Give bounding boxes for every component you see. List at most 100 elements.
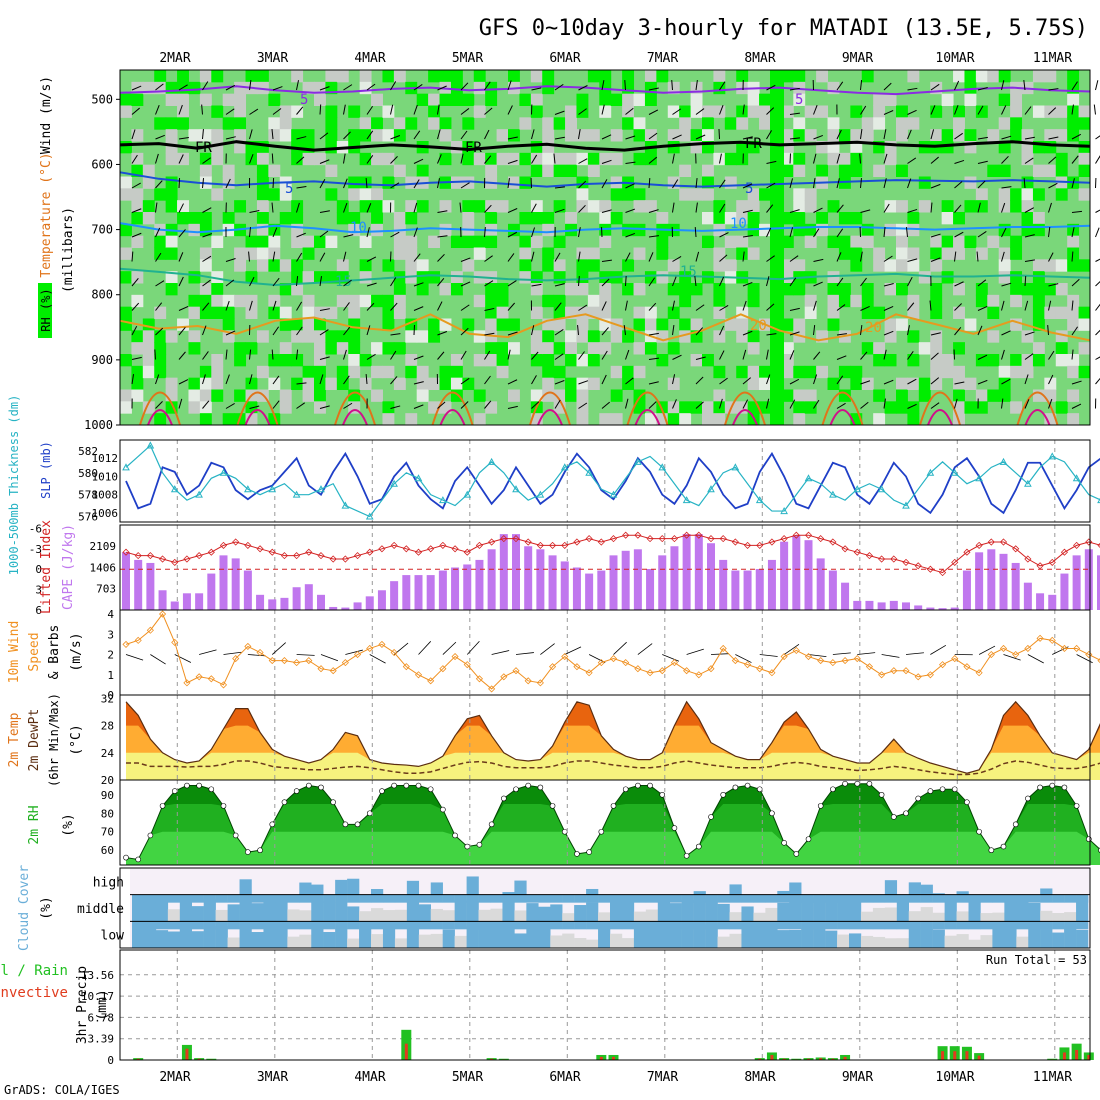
wind-speed-point [414,671,423,679]
rh-cell [1032,212,1045,225]
rh-cell [336,330,349,343]
wind-barb [507,178,510,189]
wind-barb [366,155,374,164]
rh-cell [690,354,703,367]
wind-barb [343,104,346,115]
rh-cell [998,93,1011,106]
wind-barb [578,204,586,213]
wind-barb [365,373,368,385]
rh-cell [450,271,463,284]
wind-barb [977,231,987,238]
wind-barb [202,233,213,238]
thickness-point [658,463,667,471]
wind-barb [836,129,842,140]
rh-cell [553,294,566,308]
cloud-bar [514,894,527,903]
wind-speed-point [207,675,215,683]
lifted-index-point [280,552,289,560]
rh-cell [667,129,680,142]
rh-cell [450,81,463,95]
rh-cell [508,342,520,355]
rh-cell [393,235,406,248]
wind-barb [484,280,494,287]
cloud-bar [179,900,192,922]
rh-cell [131,294,144,308]
rh-cell [245,377,258,390]
rh-cell [530,105,543,118]
cloud-bar [777,930,790,948]
cloud-bar [610,894,623,903]
cloud-bar [311,901,324,922]
wind-barb [977,354,988,360]
rh-cell [1021,129,1034,142]
rh-cell [211,105,224,118]
wind-barb [719,153,722,164]
rh-cell [382,342,395,355]
rh-cell [211,294,224,308]
rh-cell [325,306,338,319]
cloud-bar [466,894,479,903]
rh-cell [781,129,794,142]
wind-barb [155,202,158,213]
wind-barb [202,279,211,287]
rh-cell [918,342,931,355]
cloud-bar [837,894,850,903]
cloud-bar [920,884,933,895]
rh-cell [428,117,441,130]
wind-barb [296,185,307,189]
cloud-bar [753,894,766,903]
rh-cell [245,70,258,83]
rh-cell [953,235,965,248]
humidity-point [232,832,239,839]
cloud-bar [1040,910,1053,922]
wind-barb [976,251,979,262]
cloud-bar [227,894,240,903]
wind-speed-point [353,650,362,659]
wind-barb [202,178,205,189]
pressure-tick-label: 900 [91,353,113,367]
humidity-point [866,780,873,787]
rh-cell [816,330,829,343]
wind-speed-point [548,663,557,671]
wind-barb [860,105,867,115]
rh-cell [234,117,247,130]
cape-bar [377,590,386,610]
lifted-index-point [951,558,959,566]
rh-cell [268,354,281,367]
rh-cell [953,389,965,402]
wind-barb [343,84,353,91]
cloud-bar [1052,894,1065,903]
wind-barb [271,129,274,140]
cloud-bar [490,921,503,930]
rh-cell [450,283,463,296]
cloud-bar [227,937,240,948]
wind-barb [484,332,495,336]
rh-cell [405,330,418,343]
rh-cell [473,330,486,343]
wind-barb [155,252,162,262]
rh-cell [884,330,897,343]
thickness-point [414,474,423,482]
rh-cell [188,377,201,390]
surface-wind-barb [978,645,996,655]
thickness-tick-label: 576 [78,511,98,524]
wind-barb [813,258,824,262]
rh-cell [530,152,543,166]
wind-barb [789,227,794,238]
wind-barb [202,400,210,409]
lifted-index-point [536,541,544,549]
rh-cell [667,105,680,118]
rh-cell [245,413,258,426]
cloud-bar [526,894,539,903]
rh-cell [120,247,132,260]
rh-cell [1032,389,1045,402]
cloud-bar [275,902,288,922]
wind-barb [202,255,212,262]
rh-cell [1078,342,1091,355]
lifted-index-point [171,558,179,566]
lifted-index-point [548,541,557,549]
rh-cell [565,117,577,130]
cloud-bar [215,894,228,903]
cape-bar [938,608,947,610]
rh-cell [770,70,784,425]
